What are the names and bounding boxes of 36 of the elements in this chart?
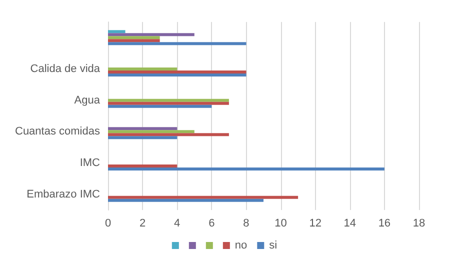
x-tick-label: 18 xyxy=(412,218,426,230)
y-tick-label: IMC xyxy=(80,157,100,169)
bar xyxy=(108,74,246,76)
y-tick-label: Agua xyxy=(74,94,101,106)
bar xyxy=(108,168,384,170)
y-tick-label: Embarazo IMC xyxy=(26,188,100,200)
x-tick-label: 8 xyxy=(243,218,250,230)
bar xyxy=(108,133,229,136)
bar xyxy=(108,33,194,36)
legend-label: si xyxy=(269,240,278,252)
bar xyxy=(108,127,178,130)
bar xyxy=(108,30,126,34)
x-tick-label: 6 xyxy=(208,218,215,230)
x-tick-label: 4 xyxy=(174,218,180,230)
bar xyxy=(108,196,298,199)
bar xyxy=(108,130,194,134)
bar xyxy=(108,36,160,40)
bar xyxy=(108,104,212,108)
y-tick-label: Cuantas comidas xyxy=(15,126,100,138)
x-tick-label: 0 xyxy=(104,218,112,230)
x-tick-label: 12 xyxy=(309,218,322,230)
bar xyxy=(108,198,264,202)
legend-label: no xyxy=(234,240,248,252)
bar xyxy=(108,42,246,46)
x-tick-label: 10 xyxy=(274,218,287,230)
y-tick-label: Calida de vida xyxy=(30,63,101,75)
bar xyxy=(108,102,229,105)
x-tick-label: 16 xyxy=(378,218,391,230)
x-tick-label: 14 xyxy=(344,218,356,230)
bar xyxy=(108,164,178,168)
bar xyxy=(108,70,246,74)
bar xyxy=(108,39,160,42)
x-tick-label: 2 xyxy=(139,218,146,230)
bar xyxy=(108,136,178,140)
bar xyxy=(108,68,178,70)
bar xyxy=(108,98,229,102)
